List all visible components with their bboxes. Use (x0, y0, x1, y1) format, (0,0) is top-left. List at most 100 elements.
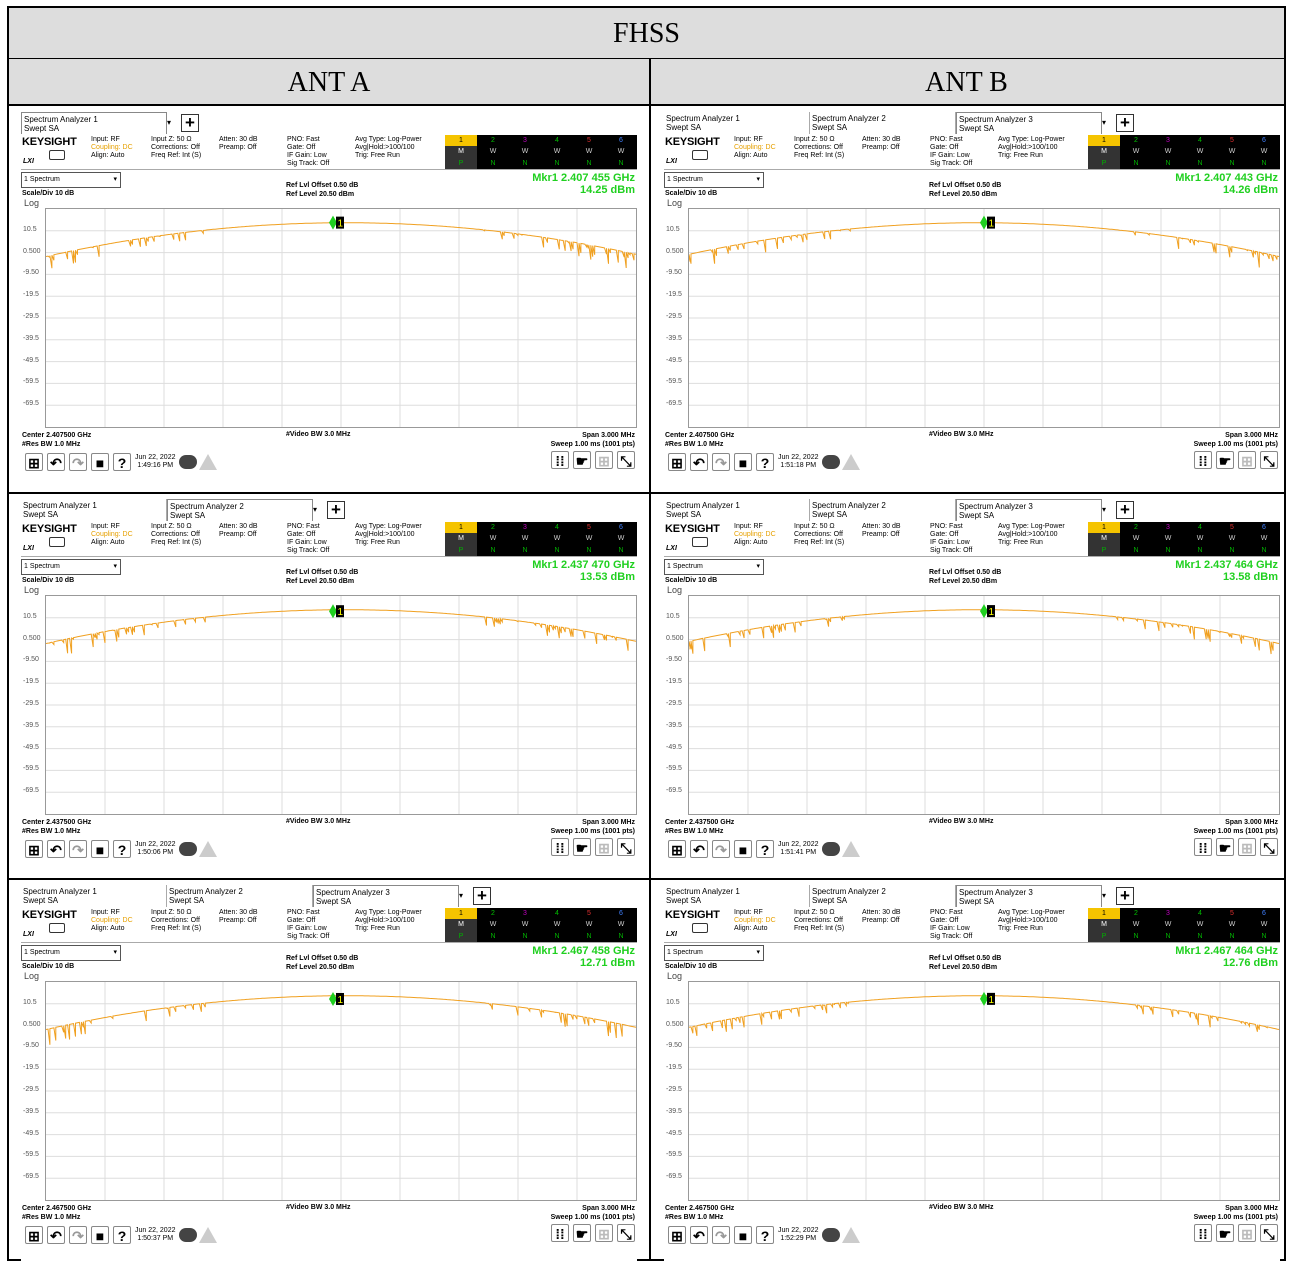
message-icon[interactable] (822, 842, 841, 856)
spectrum-select[interactable]: 1 Spectrum ▾ (21, 945, 121, 961)
trace-number[interactable]: 4 (1198, 910, 1202, 917)
alert-icon[interactable] (842, 1227, 861, 1243)
trace-number[interactable]: 6 (1262, 910, 1266, 917)
folder-icon[interactable]: ■ (734, 453, 752, 471)
spectrum-plot[interactable]: 1 (688, 981, 1280, 1201)
analyzer-tab[interactable]: Spectrum Analyzer 3 Swept SA (956, 112, 1102, 134)
spectrum-select[interactable]: 1 Spectrum ▾ (21, 172, 121, 188)
folder-icon[interactable]: ■ (91, 840, 109, 858)
touch-icon[interactable]: ☛ (1216, 838, 1234, 856)
message-icon[interactable] (822, 455, 841, 469)
trace-number[interactable]: 1 (445, 908, 477, 920)
add-tab-button[interactable]: + (327, 501, 345, 519)
touch-icon[interactable]: ☛ (573, 451, 591, 469)
zoom-icon[interactable]: ⤡ (617, 1224, 635, 1242)
spectrum-select[interactable]: 1 Spectrum ▾ (664, 945, 764, 961)
help-icon[interactable]: ? (113, 453, 131, 471)
trace-number[interactable]: 3 (1166, 910, 1170, 917)
keypad-icon[interactable]: ⁞⁞ (1194, 1224, 1212, 1242)
undo-icon[interactable]: ↶ (47, 1226, 65, 1244)
add-tab-button[interactable]: + (1116, 501, 1134, 519)
keypad-icon[interactable]: ⁞⁞ (1194, 838, 1212, 856)
undo-icon[interactable]: ↶ (690, 840, 708, 858)
message-icon[interactable] (179, 1228, 198, 1242)
message-icon[interactable] (822, 1228, 841, 1242)
analyzer-tab[interactable]: Spectrum Analyzer 1 Swept SA (664, 885, 810, 907)
trace-number[interactable]: 5 (1230, 910, 1234, 917)
alert-icon[interactable] (199, 841, 218, 857)
trace-number[interactable]: 1 (1088, 908, 1120, 920)
help-icon[interactable]: ? (756, 1226, 774, 1244)
windows-icon[interactable]: ⊞ (25, 840, 43, 858)
spectrum-plot[interactable]: 1 (688, 595, 1280, 815)
analyzer-tab[interactable]: Spectrum Analyzer 3 Swept SA (956, 499, 1102, 521)
trace-number[interactable]: 2 (1134, 137, 1138, 144)
alert-icon[interactable] (842, 841, 861, 857)
zoom-icon[interactable]: ⤡ (1260, 1224, 1278, 1242)
message-icon[interactable] (179, 455, 198, 469)
trace-table[interactable]: 1 2 3 4 5 6 M W W W W W P N N N N N (445, 522, 637, 556)
trace-number[interactable]: 3 (523, 910, 527, 917)
folder-icon[interactable]: ■ (91, 1226, 109, 1244)
alert-icon[interactable] (199, 454, 218, 470)
display-icon[interactable] (49, 150, 65, 160)
zoom-icon[interactable]: ⤡ (1260, 838, 1278, 856)
trace-number[interactable]: 5 (1230, 137, 1234, 144)
spectrum-plot[interactable]: 1 (45, 981, 637, 1201)
undo-icon[interactable]: ↶ (690, 1226, 708, 1244)
trace-number[interactable]: 6 (619, 137, 623, 144)
windows-icon[interactable]: ⊞ (668, 453, 686, 471)
analyzer-tab[interactable]: Spectrum Analyzer 2 Swept SA (167, 499, 313, 521)
trace-number[interactable]: 5 (587, 910, 591, 917)
help-icon[interactable]: ? (756, 453, 774, 471)
trace-number[interactable]: 6 (619, 910, 623, 917)
touch-icon[interactable]: ☛ (1216, 451, 1234, 469)
display-icon[interactable] (49, 537, 65, 547)
spectrum-select[interactable]: 1 Spectrum ▾ (664, 559, 764, 575)
touch-icon[interactable]: ☛ (573, 838, 591, 856)
analyzer-tab[interactable]: Spectrum Analyzer 1 Swept SA (21, 499, 167, 521)
windows-icon[interactable]: ⊞ (25, 453, 43, 471)
alert-icon[interactable] (199, 1227, 218, 1243)
windows-icon[interactable]: ⊞ (668, 1226, 686, 1244)
trace-number[interactable]: 1 (445, 522, 477, 534)
trace-number[interactable]: 5 (587, 137, 591, 144)
spectrum-plot[interactable]: 1 (45, 595, 637, 815)
help-icon[interactable]: ? (756, 840, 774, 858)
folder-icon[interactable]: ■ (734, 840, 752, 858)
add-tab-button[interactable]: + (473, 887, 491, 905)
analyzer-tab[interactable]: Spectrum Analyzer 2 Swept SA (810, 885, 956, 907)
analyzer-tab[interactable]: Spectrum Analyzer 3 Swept SA (956, 885, 1102, 907)
redo-icon[interactable]: ↷ (712, 453, 730, 471)
trace-number[interactable]: 5 (587, 524, 591, 531)
help-icon[interactable]: ? (113, 1226, 131, 1244)
trace-number[interactable]: 2 (1134, 910, 1138, 917)
folder-icon[interactable]: ■ (734, 1226, 752, 1244)
tab-dropdown-icon[interactable]: ▾ (313, 505, 318, 514)
spectrum-plot[interactable]: 1 (688, 208, 1280, 428)
redo-icon[interactable]: ↷ (712, 1226, 730, 1244)
trace-table[interactable]: 1 2 3 4 5 6 M W W W W W P N N N N N (445, 135, 637, 169)
spectrum-select[interactable]: 1 Spectrum ▾ (21, 559, 121, 575)
alert-icon[interactable] (842, 454, 861, 470)
trace-number[interactable]: 1 (1088, 135, 1120, 147)
trace-number[interactable]: 4 (555, 137, 559, 144)
analyzer-tab[interactable]: Spectrum Analyzer 2 Swept SA (810, 112, 956, 134)
touch-icon[interactable]: ☛ (573, 1224, 591, 1242)
trace-number[interactable]: 2 (1134, 524, 1138, 531)
window-layout-icon[interactable]: ⊞ (595, 451, 613, 469)
tab-dropdown-icon[interactable]: ▾ (1102, 891, 1107, 900)
windows-icon[interactable]: ⊞ (668, 840, 686, 858)
trace-number[interactable]: 4 (555, 910, 559, 917)
window-layout-icon[interactable]: ⊞ (1238, 838, 1256, 856)
display-icon[interactable] (49, 923, 65, 933)
undo-icon[interactable]: ↶ (47, 453, 65, 471)
trace-number[interactable]: 2 (491, 524, 495, 531)
trace-table[interactable]: 1 2 3 4 5 6 M W W W W W P N N N N N (1088, 522, 1280, 556)
add-tab-button[interactable]: + (1116, 887, 1134, 905)
spectrum-select[interactable]: 1 Spectrum ▾ (664, 172, 764, 188)
add-tab-button[interactable]: + (181, 114, 199, 132)
window-layout-icon[interactable]: ⊞ (595, 838, 613, 856)
zoom-icon[interactable]: ⤡ (617, 451, 635, 469)
zoom-icon[interactable]: ⤡ (617, 838, 635, 856)
